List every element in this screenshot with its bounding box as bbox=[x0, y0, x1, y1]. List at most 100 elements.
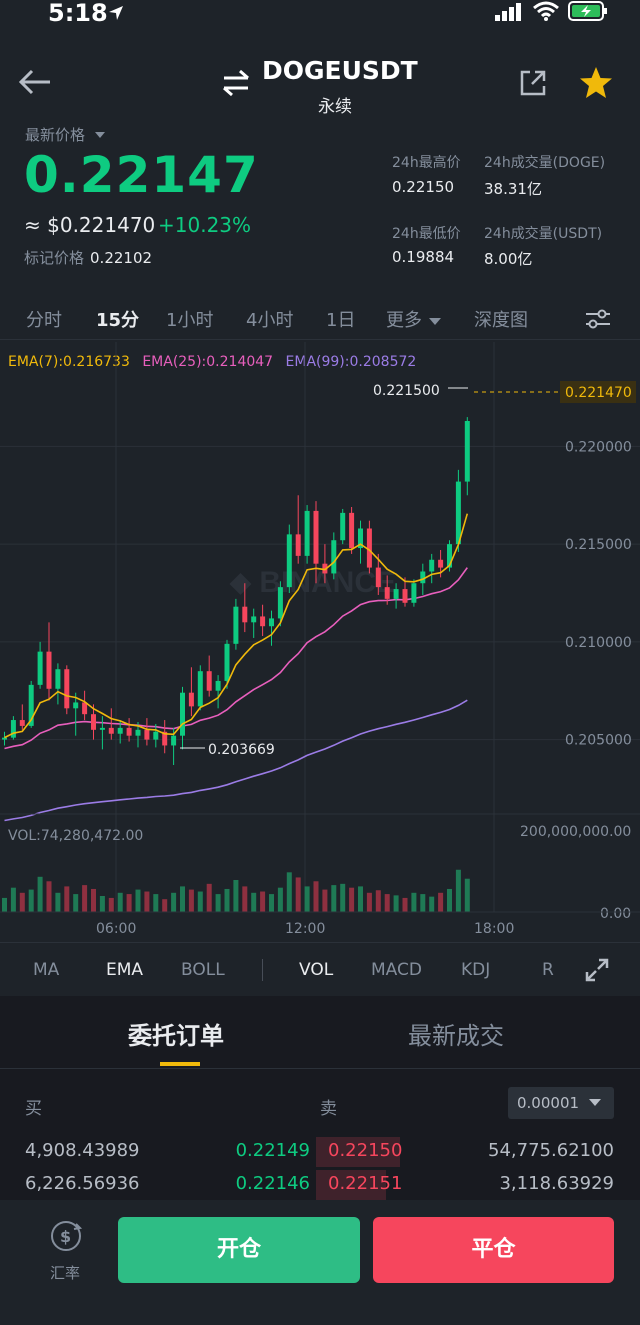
volume-bar bbox=[366, 892, 372, 912]
last-price-label[interactable]: 最新价格 bbox=[25, 124, 106, 145]
candle-body bbox=[438, 559, 444, 568]
volume-bar bbox=[358, 886, 363, 912]
ema7-line-path bbox=[4, 513, 469, 739]
status-bar: 5:18 bbox=[0, 0, 640, 28]
pair-title[interactable]: DOGEUSDT bbox=[262, 56, 418, 85]
volume-bar bbox=[429, 896, 435, 912]
candle-body bbox=[46, 651, 52, 689]
volume-bar bbox=[108, 897, 114, 912]
order-book-row[interactable]: 6,226.56936 0.22146 0.22151 3,118.63929 bbox=[0, 1170, 640, 1203]
candle-body bbox=[286, 534, 292, 588]
indicator-r[interactable]: R bbox=[542, 960, 554, 980]
volume-bars bbox=[2, 869, 470, 912]
tab-1d[interactable]: 1日 bbox=[326, 310, 356, 331]
indicator-kdj[interactable]: KDJ bbox=[461, 960, 491, 980]
close-position-button[interactable]: 平仓 bbox=[373, 1217, 614, 1283]
volume-bar bbox=[28, 889, 34, 912]
candle-body bbox=[455, 481, 461, 545]
tab-4h[interactable]: 4小时 bbox=[246, 310, 294, 331]
volume-bar bbox=[82, 885, 88, 912]
candle-body bbox=[171, 735, 177, 746]
volume-usdt-label: 24h成交量(USDT) bbox=[484, 226, 603, 242]
exchange-rate-label[interactable]: 汇率 bbox=[50, 1264, 81, 1282]
candle-body bbox=[73, 702, 79, 709]
candle-body bbox=[188, 692, 194, 707]
high-24h-value: 0.22150 bbox=[392, 178, 455, 196]
volume-bar bbox=[304, 886, 310, 912]
volume-bar bbox=[188, 889, 194, 912]
candle-body bbox=[153, 731, 159, 740]
high-24h-label: 24h最高价 bbox=[392, 155, 461, 171]
bid-qty: 6,226.56936 bbox=[25, 1173, 140, 1194]
candle-body bbox=[269, 618, 274, 627]
volume-bar bbox=[126, 894, 132, 912]
candlestick-chart[interactable]: ⬥ BINANCE 0.220000 0.215000 0.210000 0.2050… bbox=[0, 342, 640, 942]
open-position-button[interactable]: 开仓 bbox=[118, 1217, 360, 1283]
time-label-1800: 18:00 bbox=[474, 921, 514, 937]
volume-bar bbox=[55, 892, 61, 912]
status-time: 5:18 bbox=[48, 0, 108, 27]
candle-body bbox=[10, 720, 16, 738]
tab-1h[interactable]: 1小时 bbox=[166, 310, 214, 331]
candle-body bbox=[295, 534, 301, 556]
ask-price: 0.22150 bbox=[328, 1140, 403, 1161]
usd-price: ≈ $0.221470 bbox=[24, 213, 156, 237]
tab-order-book[interactable]: 委托订单 bbox=[128, 1022, 224, 1050]
contract-type: 永续 bbox=[318, 97, 352, 117]
ema99-line bbox=[4, 699, 468, 822]
active-tab-indicator bbox=[160, 1062, 200, 1066]
candle-body bbox=[55, 669, 61, 689]
wifi-icon bbox=[533, 1, 559, 21]
timeframe-bar: 分时 15分 1小时 4小时 1日 更多 深度图 bbox=[0, 300, 640, 340]
volume-bar bbox=[277, 887, 283, 912]
svg-text:$: $ bbox=[60, 1227, 71, 1246]
low-24h-label: 24h最低价 bbox=[392, 226, 461, 242]
volume-bar bbox=[260, 891, 266, 912]
volume-bar bbox=[411, 892, 417, 912]
share-icon[interactable] bbox=[518, 68, 548, 98]
swap-icon[interactable] bbox=[220, 68, 252, 98]
candle-body bbox=[429, 559, 435, 572]
indicator-ema[interactable]: EMA bbox=[106, 960, 144, 980]
order-book-divider bbox=[0, 1068, 640, 1069]
location-arrow-icon bbox=[109, 6, 123, 20]
favorite-star-icon[interactable] bbox=[578, 66, 614, 100]
exchange-rate-icon[interactable]: $ bbox=[48, 1218, 84, 1254]
volume-bar bbox=[233, 880, 239, 912]
ask-price: 0.22151 bbox=[328, 1173, 403, 1194]
ema99-line-path bbox=[4, 699, 468, 822]
tab-depth[interactable]: 深度图 bbox=[474, 310, 528, 331]
precision-select[interactable]: 0.00001 bbox=[508, 1087, 614, 1119]
volume-bar bbox=[64, 886, 70, 912]
candle-body bbox=[82, 702, 88, 715]
fullscreen-icon[interactable] bbox=[584, 957, 610, 983]
tab-15m[interactable]: 15分 bbox=[96, 310, 140, 331]
order-book-row[interactable]: 4,908.43989 0.22149 0.22150 54,775.62100 bbox=[0, 1137, 640, 1170]
candle-body bbox=[304, 510, 310, 556]
back-arrow-icon[interactable] bbox=[16, 66, 56, 98]
tab-timeline[interactable]: 分时 bbox=[26, 310, 62, 331]
buy-column-label: 买 bbox=[25, 1099, 42, 1119]
volume-bar bbox=[206, 883, 212, 912]
volume-bar bbox=[135, 889, 141, 912]
volume-bar bbox=[99, 896, 105, 912]
tab-recent-trades[interactable]: 最新成交 bbox=[408, 1022, 504, 1050]
indicator-vol[interactable]: VOL bbox=[299, 960, 334, 980]
indicator-divider bbox=[262, 959, 263, 981]
chart-settings-icon[interactable] bbox=[584, 306, 612, 332]
bid-qty: 4,908.43989 bbox=[25, 1140, 140, 1161]
candle-body bbox=[144, 729, 150, 740]
volume-bar bbox=[73, 894, 79, 912]
indicator-macd[interactable]: MACD bbox=[371, 960, 422, 980]
time-label-0600: 06:00 bbox=[96, 921, 136, 937]
volume-bar bbox=[464, 878, 470, 912]
caret-down-icon bbox=[94, 132, 105, 138]
indicator-boll[interactable]: BOLL bbox=[181, 960, 225, 980]
indicator-ma[interactable]: MA bbox=[33, 960, 60, 980]
tab-more[interactable]: 更多 bbox=[386, 306, 442, 332]
volume-bar bbox=[215, 894, 221, 912]
candle-body bbox=[99, 727, 105, 730]
ema-legend: EMA(7):0.216733 EMA(25):0.214047 EMA(99)… bbox=[8, 354, 416, 370]
volume-bar bbox=[19, 892, 25, 912]
candle-body bbox=[251, 616, 257, 623]
